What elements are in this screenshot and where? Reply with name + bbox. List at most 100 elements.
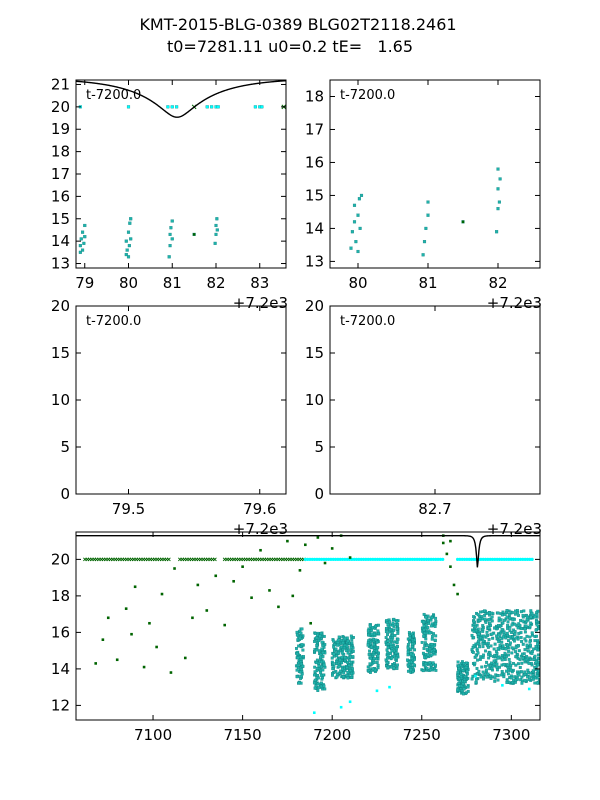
data-point xyxy=(507,657,511,661)
data-point xyxy=(196,583,200,587)
data-point xyxy=(522,609,526,613)
baseline-point xyxy=(343,557,347,561)
data-point xyxy=(476,651,480,655)
data-point xyxy=(375,649,378,653)
data-point xyxy=(496,187,500,191)
data-point xyxy=(392,640,396,644)
data-point xyxy=(536,642,539,646)
data-point xyxy=(300,627,304,631)
data-point xyxy=(535,674,539,678)
data-point xyxy=(493,626,496,630)
data-point xyxy=(125,248,129,252)
data-point xyxy=(510,646,514,650)
baseline-point xyxy=(331,557,335,561)
data-point xyxy=(509,668,513,672)
data-point xyxy=(175,105,179,109)
data-point xyxy=(411,634,415,638)
data-point xyxy=(432,651,435,654)
baseline-point xyxy=(514,557,518,561)
data-point xyxy=(513,622,517,626)
data-point xyxy=(347,664,351,668)
baseline-point xyxy=(378,557,382,561)
data-point xyxy=(412,663,416,667)
data-point xyxy=(295,652,299,656)
data-point xyxy=(376,654,380,658)
data-point xyxy=(475,623,479,627)
data-point xyxy=(479,636,483,640)
data-point xyxy=(528,624,532,628)
baseline-point xyxy=(389,557,394,561)
data-point xyxy=(291,594,295,598)
data-point xyxy=(536,653,540,657)
baseline-point xyxy=(497,557,502,561)
baseline-point xyxy=(518,557,523,561)
data-point xyxy=(142,665,146,669)
data-point xyxy=(475,667,479,670)
data-point xyxy=(429,668,433,672)
data-point xyxy=(339,669,343,673)
data-point xyxy=(498,177,502,181)
data-point xyxy=(331,662,335,666)
data-point xyxy=(507,613,511,616)
data-point xyxy=(124,239,128,243)
baseline-point xyxy=(523,557,527,561)
data-point xyxy=(392,654,396,658)
data-point xyxy=(471,651,475,654)
data-point xyxy=(407,660,411,664)
data-point xyxy=(500,673,503,677)
data-point xyxy=(370,628,373,632)
data-point xyxy=(524,658,528,662)
data-point xyxy=(259,548,262,552)
data-point xyxy=(396,631,400,635)
y-tick-label: 18 xyxy=(51,587,70,605)
data-point xyxy=(474,680,478,684)
data-point xyxy=(250,596,253,600)
baseline-point xyxy=(327,557,331,561)
data-point xyxy=(481,639,485,643)
data-point xyxy=(313,632,317,635)
x-tick-label: 81 xyxy=(418,274,437,292)
baseline-point xyxy=(488,557,492,561)
data-point xyxy=(350,671,353,675)
baseline-point xyxy=(399,557,403,561)
data-point xyxy=(426,213,430,217)
data-point xyxy=(317,649,321,653)
data-point xyxy=(509,676,513,680)
data-point xyxy=(517,649,521,653)
data-point xyxy=(389,638,393,642)
data-point xyxy=(464,665,468,669)
data-point xyxy=(536,663,540,667)
data-point xyxy=(534,647,538,651)
data-point xyxy=(371,667,375,671)
panel-annotation: t-7200.0 xyxy=(86,314,141,329)
data-point xyxy=(496,611,500,615)
data-point xyxy=(510,631,514,634)
data-point xyxy=(535,634,538,638)
data-point xyxy=(452,583,456,587)
data-point xyxy=(390,649,394,653)
model-curve xyxy=(76,80,286,118)
data-point xyxy=(495,230,499,234)
data-point xyxy=(350,638,354,641)
chart-panel-top-left: 79 80 81 82 83 13 14 15 16 17 18 19 20 21 t-7200.0 +7.2… xyxy=(51,75,288,312)
data-point xyxy=(392,617,396,621)
data-point xyxy=(396,663,399,667)
x-tick-label: 80 xyxy=(348,274,367,292)
data-point xyxy=(286,539,289,543)
data-point xyxy=(126,255,131,259)
y-tick-label: 15 xyxy=(305,186,324,204)
data-point xyxy=(482,653,485,657)
data-point xyxy=(484,620,488,624)
data-point xyxy=(191,616,194,620)
data-point xyxy=(514,663,518,667)
data-point xyxy=(304,543,307,547)
y-tick-label: 18 xyxy=(51,143,70,161)
data-point xyxy=(483,672,487,676)
baseline-point xyxy=(373,557,377,561)
data-point xyxy=(215,217,219,221)
data-point xyxy=(406,658,409,662)
data-point xyxy=(530,652,534,655)
data-point xyxy=(343,637,347,641)
data-point xyxy=(520,652,524,656)
